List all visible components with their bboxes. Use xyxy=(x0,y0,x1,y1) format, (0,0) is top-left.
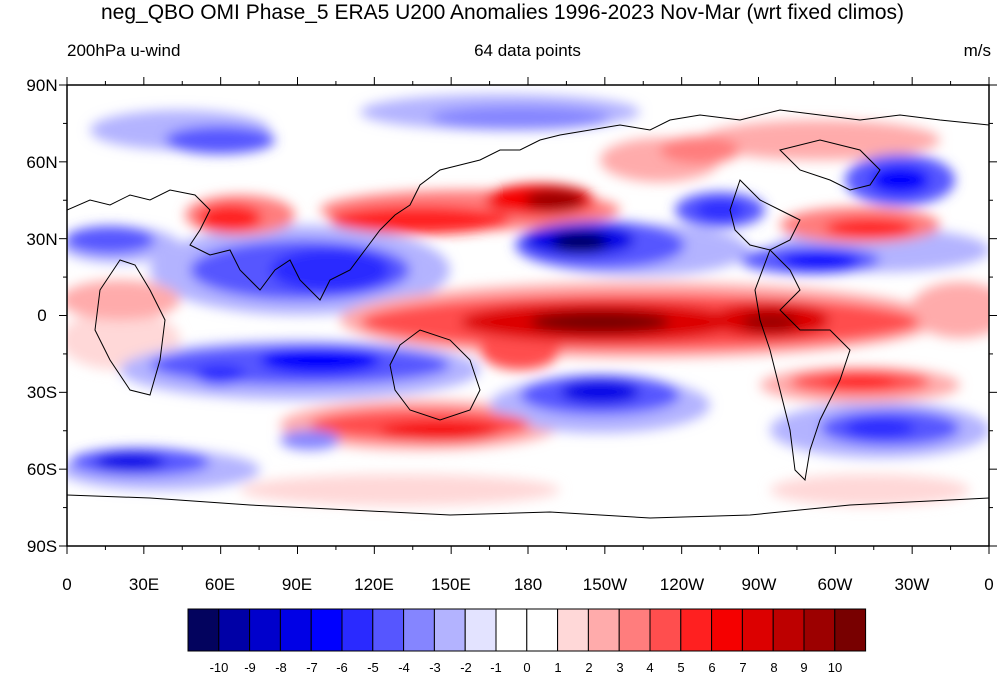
cb-label: 3 xyxy=(616,660,623,675)
lon-tick-0: 0 xyxy=(62,575,71,594)
colorbar-swatch xyxy=(772,608,805,652)
cb-label: -2 xyxy=(460,660,472,675)
colorbar-swatch xyxy=(741,608,774,652)
cb-label: 9 xyxy=(800,660,807,675)
cb-label: -3 xyxy=(429,660,441,675)
colorbar-swatch xyxy=(372,608,405,652)
colorbar-swatch xyxy=(649,608,682,652)
coastlines xyxy=(67,109,989,519)
lon-tick-90e: 90E xyxy=(282,575,312,594)
lon-tick-150w: 150W xyxy=(583,575,627,594)
colorbar-swatch xyxy=(433,608,466,652)
colorbar-swatch xyxy=(464,608,497,652)
colorbar-swatch xyxy=(187,608,220,652)
colorbar-swatch xyxy=(341,608,374,652)
colorbar-swatch xyxy=(587,608,620,652)
colorbar-swatch xyxy=(618,608,651,652)
lon-tick-120e: 120E xyxy=(354,575,394,594)
cb-label: 6 xyxy=(708,660,715,675)
axis-ticks xyxy=(59,77,997,554)
cb-label: -10 xyxy=(210,660,229,675)
lat-tick-30s: 30S xyxy=(27,383,57,402)
cb-label: 0 xyxy=(523,660,530,675)
lon-tick-150e: 150E xyxy=(431,575,471,594)
lon-tick-60w: 60W xyxy=(818,575,853,594)
lon-tick-30w: 30W xyxy=(895,575,930,594)
lat-axis: 90N 60N 30N 0 30S 60S 90S xyxy=(26,76,57,556)
cb-label: -8 xyxy=(275,660,287,675)
cb-label: -1 xyxy=(490,660,502,675)
colorbar-swatch xyxy=(711,608,743,652)
variable-label: 200hPa u-wind xyxy=(67,41,181,60)
colorbar-swatch xyxy=(495,608,528,652)
cb-label: 1 xyxy=(554,660,561,675)
cb-label: -5 xyxy=(367,660,379,675)
lat-tick-30n: 30N xyxy=(26,230,57,249)
lat-tick-90s: 90S xyxy=(27,537,57,556)
lon-tick-0-east: 0 xyxy=(984,575,993,594)
anomaly-field xyxy=(67,85,989,546)
colorbar-swatch xyxy=(803,608,836,652)
lon-tick-90w: 90W xyxy=(742,575,777,594)
colorbar-swatch xyxy=(249,608,281,652)
colorbar-swatch xyxy=(557,608,589,652)
cb-label: -9 xyxy=(244,660,256,675)
lat-tick-60s: 60S xyxy=(27,460,57,479)
colorbar-swatch xyxy=(310,608,343,652)
colorbar-swatch xyxy=(834,608,867,652)
cb-label: -6 xyxy=(336,660,348,675)
data-points-label: 64 data points xyxy=(474,41,581,60)
units-label: m/s xyxy=(963,41,991,60)
colorbar-swatch xyxy=(403,608,435,652)
colorbar-swatch xyxy=(526,608,559,652)
cb-label: 7 xyxy=(739,660,746,675)
cb-label: 8 xyxy=(770,660,777,675)
cb-label: 5 xyxy=(677,660,684,675)
cb-label: 10 xyxy=(828,660,842,675)
lat-tick-90n: 90N xyxy=(26,76,57,95)
lon-tick-120w: 120W xyxy=(660,575,704,594)
cb-label: -7 xyxy=(306,660,318,675)
colorbar-swatch xyxy=(680,608,713,652)
colorbar-labels: -10 -9 -8 -7 -6 -5 -4 -3 -2 -1 0 1 2 3 4… xyxy=(210,660,843,675)
lon-tick-60e: 60E xyxy=(205,575,235,594)
cb-label: 4 xyxy=(646,660,653,675)
lon-tick-180: 180 xyxy=(514,575,542,594)
map-title: neg_QBO OMI Phase_5 ERA5 U200 Anomalies … xyxy=(100,1,905,24)
lat-tick-60n: 60N xyxy=(26,153,57,172)
cb-label: -4 xyxy=(398,660,410,675)
lon-tick-30e: 30E xyxy=(129,575,159,594)
lon-axis: 0 30E 60E 90E 120E 150E 180 150W 120W 90… xyxy=(62,575,993,594)
colorbar-swatch xyxy=(218,608,251,652)
colorbar xyxy=(187,608,867,652)
lat-tick-0: 0 xyxy=(37,306,46,325)
colorbar-swatch xyxy=(279,608,312,652)
cb-label: 2 xyxy=(585,660,592,675)
